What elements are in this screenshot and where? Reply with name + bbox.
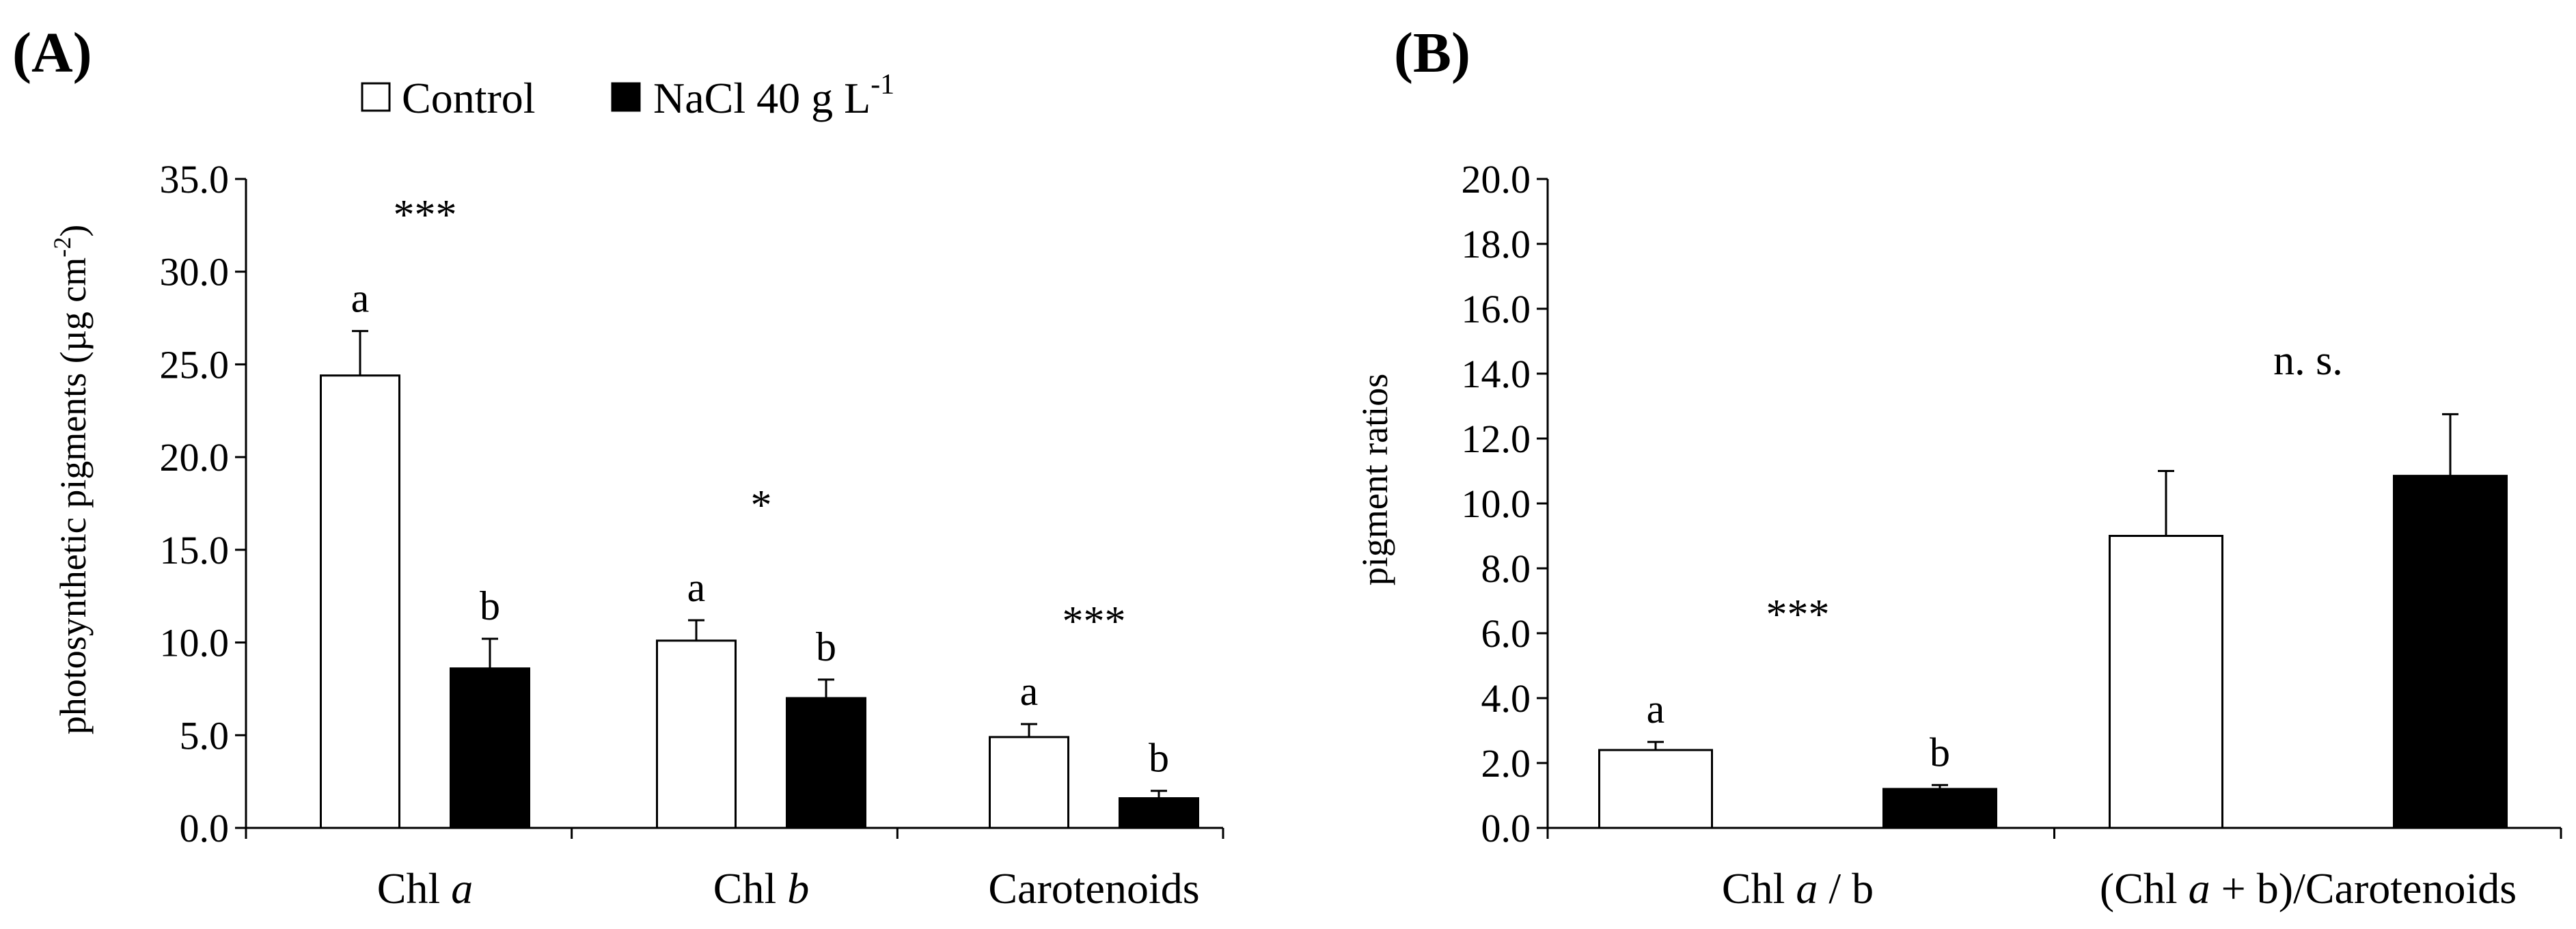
x-category-label-text: Chl	[1722, 864, 1796, 913]
x-category-label-text: Chl	[377, 864, 451, 913]
group-letter-nacl-a: b	[816, 624, 836, 669]
y-tick-label-a: 0.0	[180, 806, 230, 850]
bar-nacl-b	[2393, 475, 2508, 829]
group-letter-control-a: a	[351, 276, 370, 321]
group-letter-nacl-a: b	[480, 583, 500, 628]
y-tick-label-a: 30.0	[160, 250, 230, 294]
legend-label-control: Control	[402, 74, 536, 122]
x-category-label-b: (Chl a + b)/Carotenoids	[2100, 864, 2517, 913]
y-tick-label-a: 35.0	[160, 157, 230, 202]
legend-swatch-nacl	[611, 82, 641, 112]
y-axis-label-b: pigment ratios	[1354, 374, 1395, 585]
y-tick-label-b: 4.0	[1481, 676, 1531, 721]
x-category-label-a: Chl b	[713, 864, 809, 913]
panel-label-b: (B)	[1394, 21, 1470, 85]
x-category-label-a: Chl a	[377, 864, 473, 913]
svg-text:NaCl 40 g L-1: NaCl 40 g L-1	[653, 69, 894, 122]
x-category-label-a: Carotenoids	[988, 864, 1199, 913]
y-axis-label-a-sup: -2	[49, 237, 76, 258]
group-letter-control-a: a	[1020, 669, 1039, 714]
x-category-label-italic: b	[787, 864, 809, 913]
bar-control-a	[320, 374, 400, 829]
y-tick-label-a: 25.0	[160, 342, 230, 387]
y-tick-label-b: 18.0	[1462, 222, 1531, 266]
x-category-label-text: + b)/Carotenoids	[2210, 864, 2517, 913]
x-category-label-italic: a	[1796, 864, 1818, 913]
y-axis-label-a: photosynthetic pigments (µg cm-2)	[49, 225, 94, 735]
y-tick-label-b: 12.0	[1462, 417, 1531, 461]
legend-label-nacl-sup: -1	[871, 69, 894, 100]
y-tick-label-a: 20.0	[160, 435, 230, 480]
bar-control-b	[2109, 535, 2223, 829]
x-category-label-text: (Chl	[2100, 864, 2189, 913]
chart-panel-a: photosynthetic pigments (µg cm-2) 0.0 5.0…	[49, 157, 1224, 913]
y-tick-label-b: 10.0	[1462, 482, 1531, 526]
group-letter-nacl-b: b	[1930, 730, 1950, 775]
bar-control-a	[989, 736, 1069, 829]
bar-nacl-a	[786, 697, 866, 829]
y-tick-label-a: 5.0	[180, 713, 230, 758]
y-tick-label-b: 16.0	[1462, 287, 1531, 331]
chart-panel-b: pigment ratios 0.0 2.0 4.0 6.0 8.0 10.0 12.0 14…	[1354, 157, 2562, 913]
y-tick-label-b: 14.0	[1462, 352, 1531, 396]
y-axis-label-a-main: photosynthetic pigments (µg cm	[53, 258, 94, 735]
x-category-label-b: Chl a / b	[1722, 864, 1874, 913]
y-tick-label-b: 0.0	[1481, 806, 1531, 850]
y-tick-label-b: 20.0	[1462, 157, 1531, 202]
y-axis-label-a-end: )	[53, 225, 94, 237]
significance-label-a: ***	[394, 192, 457, 238]
legend: Control NaCl 40 g L-1	[361, 69, 894, 122]
x-category-label-text: Carotenoids	[988, 864, 1199, 913]
x-category-label-italic: a	[451, 864, 473, 913]
significance-label-b: ***	[1766, 592, 1830, 638]
legend-label-nacl: NaCl 40 g L	[653, 74, 871, 122]
group-letter-nacl-a: b	[1149, 736, 1169, 781]
significance-label-a: *	[751, 482, 772, 529]
x-category-label-text: Chl	[713, 864, 787, 913]
significance-label-a: ***	[1063, 598, 1126, 645]
bar-control-a	[656, 639, 737, 829]
y-tick-label-b: 8.0	[1481, 546, 1531, 591]
bar-nacl-a	[1119, 797, 1199, 829]
group-letter-control-a: a	[687, 565, 706, 610]
y-tick-label-b: 2.0	[1481, 741, 1531, 786]
y-tick-label-a: 10.0	[160, 621, 230, 665]
bar-nacl-b	[1882, 788, 1997, 829]
x-category-label-text: / b	[1818, 864, 1874, 913]
panel-label-a: (A)	[12, 21, 92, 85]
y-tick-label-a: 15.0	[160, 528, 230, 572]
bar-nacl-a	[450, 667, 530, 829]
x-category-label-italic: a	[2189, 864, 2210, 913]
significance-label-b: n. s.	[2273, 337, 2343, 384]
legend-swatch-control	[361, 82, 391, 112]
bar-control-b	[1598, 749, 1713, 829]
group-letter-control-b: a	[1647, 687, 1665, 732]
y-tick-label-b: 6.0	[1481, 611, 1531, 656]
